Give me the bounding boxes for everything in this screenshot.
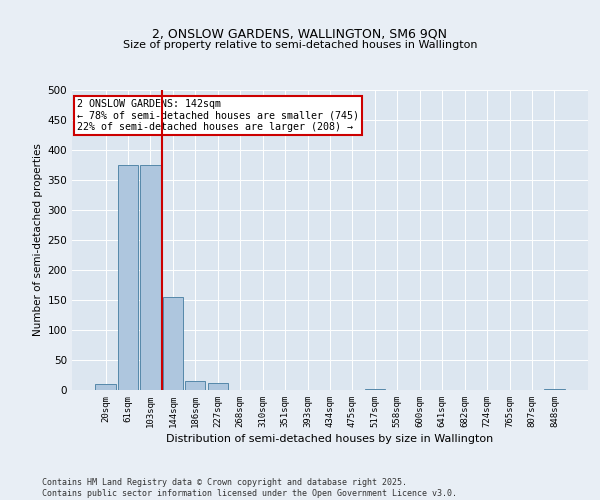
Bar: [544, 389, 565, 390]
Text: 2 ONSLOW GARDENS: 142sqm
← 78% of semi-detached houses are smaller (745)
22% of : 2 ONSLOW GARDENS: 142sqm ← 78% of semi-d…: [77, 99, 359, 132]
Bar: [163, 297, 183, 390]
Bar: [140, 165, 161, 390]
Text: Size of property relative to semi-detached houses in Wallington: Size of property relative to semi-detach…: [123, 40, 477, 50]
Bar: [118, 165, 138, 390]
Bar: [185, 381, 205, 390]
Bar: [365, 389, 385, 390]
Text: 2, ONSLOW GARDENS, WALLINGTON, SM6 9QN: 2, ONSLOW GARDENS, WALLINGTON, SM6 9QN: [152, 28, 448, 40]
Bar: [208, 383, 228, 390]
X-axis label: Distribution of semi-detached houses by size in Wallington: Distribution of semi-detached houses by …: [166, 434, 494, 444]
Text: Contains HM Land Registry data © Crown copyright and database right 2025.
Contai: Contains HM Land Registry data © Crown c…: [42, 478, 457, 498]
Y-axis label: Number of semi-detached properties: Number of semi-detached properties: [33, 144, 43, 336]
Bar: [95, 384, 116, 390]
